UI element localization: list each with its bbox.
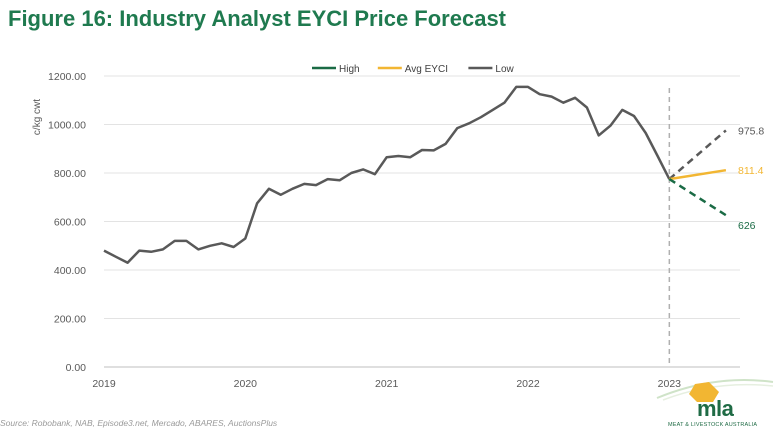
x-tick-label: 2022 [516,378,540,390]
y-tick-label: 600.00 [54,217,86,229]
y-tick-label: 1000.00 [48,120,86,132]
x-tick-label: 2021 [375,378,399,390]
forecast-value-label: 626 [738,220,756,232]
chart-title: Figure 16: Industry Analyst EYCI Price F… [8,6,507,31]
series-lines [103,85,727,367]
legend: High Avg EYCI Low [312,64,515,75]
y-tick-label: 400.00 [54,265,86,277]
series-line-2 [669,168,727,181]
legend-label: Avg EYCI [405,64,448,75]
mla-logo-icon [656,379,774,402]
x-tick-label: 2020 [234,378,258,390]
source-note: Source: Robobank, NAB, Episode3.net, Mer… [0,418,278,428]
x-tick-label: 2023 [658,378,682,390]
legend-label: Low [495,64,514,75]
series-line-1 [668,129,727,181]
x-tick-label: 2019 [92,378,116,390]
x-tick-labels: 2019 2020 2021 2022 2023 [92,378,681,390]
y-tick-label: 800.00 [54,168,86,180]
logo-subtitle: MEAT & LIVESTOCK AUSTRALIA [668,422,758,428]
y-axis-label: c/kg cwt [32,99,43,135]
grid-lines [104,75,740,368]
y-tick-label: 200.00 [54,314,86,326]
logo-name: mla [697,396,734,421]
series-line-0 [103,85,671,264]
series-line-3 [668,178,727,217]
y-tick-labels: 0.00 200.00 400.00 600.00 800.00 1000.00 1200.… [48,71,86,374]
y-tick-label: 0.00 [66,362,87,374]
legend-label: High [339,64,360,75]
forecast-value-label: 975.8 [738,125,764,137]
forecast-value-label: 811.4 [738,165,764,177]
forecast-labels: 975.8 811.4 626 [738,125,764,232]
y-tick-label: 1200.00 [48,71,86,83]
